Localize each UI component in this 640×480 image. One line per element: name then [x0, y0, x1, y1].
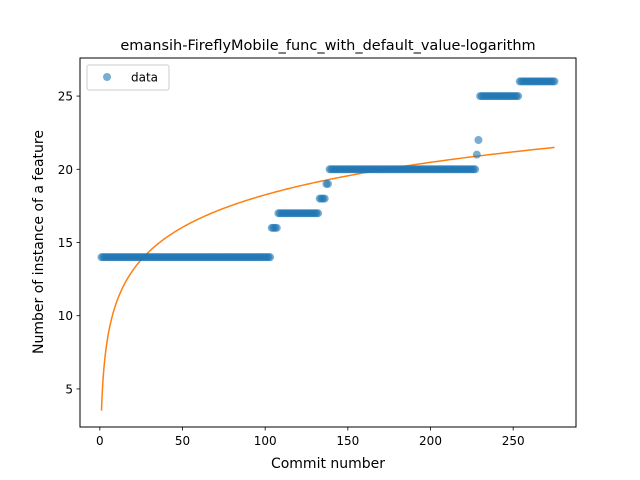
data-point: [324, 179, 332, 188]
y-axis-label: Number of instance of a feature: [31, 130, 47, 354]
legend-box: [86, 64, 170, 91]
chart-title: emansih-FireflyMobile_func_with_default_…: [120, 38, 535, 54]
fit-line: [100, 146, 555, 411]
fit-layer: [100, 146, 555, 411]
x-tick-label: 250: [502, 434, 525, 448]
x-tick-label: 100: [254, 434, 277, 448]
data-point: [320, 194, 329, 203]
data-point: [474, 136, 483, 144]
data-point: [272, 223, 281, 232]
x-tick-label: 150: [336, 434, 359, 448]
x-axis: 0 50 100 150 200 250: [96, 427, 525, 448]
x-axis-label: Commit number: [271, 456, 385, 472]
legend-marker-data: [103, 73, 111, 81]
y-axis: 5 10 15 20 25: [58, 90, 80, 396]
data-point: [514, 92, 523, 101]
x-tick-label: 200: [419, 434, 442, 448]
legend: data: [86, 64, 170, 91]
y-tick-label: 15: [58, 236, 73, 250]
y-tick-label: 10: [58, 309, 73, 323]
y-tick-label: 25: [58, 90, 73, 104]
data-point: [314, 209, 323, 218]
x-tick-label: 50: [175, 434, 190, 448]
y-tick-label: 5: [65, 382, 73, 396]
x-tick-label: 0: [96, 434, 104, 448]
legend-label-data: data: [131, 71, 158, 85]
y-tick-label: 20: [58, 163, 73, 177]
points-layer: [97, 77, 559, 262]
data-point: [472, 150, 481, 159]
data-point: [550, 77, 559, 86]
data-point: [266, 253, 275, 262]
data-point: [471, 165, 480, 174]
